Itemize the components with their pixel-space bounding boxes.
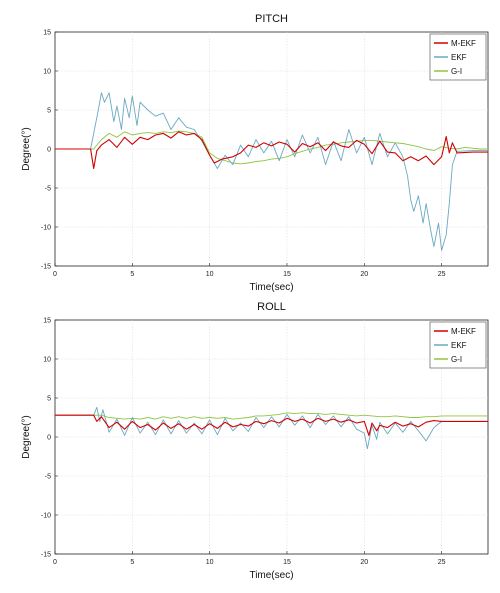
x-tick-label: 15 (283, 559, 291, 566)
x-axis-label: Time(sec) (249, 282, 293, 293)
legend-item-g-i: G-I (434, 67, 462, 76)
legend-label: M-EKF (451, 39, 476, 48)
y-tick-label: 0 (47, 435, 51, 442)
legend-label: EKF (451, 53, 467, 62)
x-tick-label: 10 (206, 271, 214, 278)
legend-label: G-I (451, 67, 462, 76)
y-axis-label: Degree(°) (21, 415, 32, 458)
y-tick-label: 10 (43, 69, 51, 76)
series-line-m-ekf (55, 131, 488, 170)
x-tick-label: 0 (53, 271, 57, 278)
x-tick-label: 25 (438, 271, 446, 278)
y-axis-label: Degree(°) (21, 127, 32, 170)
series-line-g-i (55, 412, 488, 420)
legend-item-ekf: EKF (434, 53, 467, 62)
y-tick-labels: 15 10 5 0 -5 -10 -15 (41, 30, 51, 271)
series-lines (55, 406, 488, 450)
y-tick-label: 15 (43, 318, 51, 325)
legend-label: G-I (451, 355, 462, 364)
x-tick-label: 10 (206, 559, 214, 566)
legend-item-m-ekf: M-EKF (434, 327, 476, 336)
x-tick-label: 5 (130, 271, 134, 278)
x-tick-label: 0 (53, 559, 57, 566)
y-tick-label: -15 (41, 264, 51, 271)
y-tick-label: 5 (47, 108, 51, 115)
y-tick-label: 10 (43, 357, 51, 364)
roll-chart: ROLL 15 10 5 0 -5 -10 -15 0 5 10 15 20 25 Time(sec)… (21, 301, 489, 581)
y-tick-label: -5 (45, 186, 51, 193)
y-tick-label: 5 (47, 396, 51, 403)
y-tick-labels: 15 10 5 0 -5 -10 -15 (41, 318, 51, 559)
legend: M-EKF EKF G-I (429, 321, 487, 369)
series-line-ekf (55, 92, 488, 251)
x-tick-label: 20 (360, 271, 368, 278)
y-tick-label: 0 (47, 147, 51, 154)
y-tick-label: -15 (41, 552, 51, 559)
legend-item-ekf: EKF (434, 341, 467, 350)
x-tick-labels: 0 5 10 15 20 25 (53, 559, 446, 566)
grid-lines (54, 31, 488, 267)
grid-lines (54, 319, 488, 555)
chart-title: ROLL (257, 301, 286, 313)
series-lines (55, 92, 488, 251)
y-tick-label: -10 (41, 513, 51, 520)
series-line-g-i (55, 130, 488, 165)
pitch-chart: PITCH 15 10 5 0 -5 -10 -15 0 5 10 15 20 25 Time(sec… (21, 13, 489, 293)
x-axis-label: Time(sec) (249, 570, 293, 581)
y-tick-label: -5 (45, 474, 51, 481)
x-tick-label: 15 (283, 271, 291, 278)
x-tick-label: 5 (130, 559, 134, 566)
chart-title: PITCH (255, 13, 288, 25)
x-tick-label: 20 (360, 559, 368, 566)
series-line-m-ekf (55, 414, 488, 436)
legend-item-g-i: G-I (434, 355, 462, 364)
x-tick-label: 25 (438, 559, 446, 566)
y-tick-label: 15 (43, 30, 51, 37)
y-tick-label: -10 (41, 225, 51, 232)
legend: M-EKF EKF G-I (429, 33, 487, 81)
x-tick-labels: 0 5 10 15 20 25 (53, 271, 446, 278)
legend-label: M-EKF (451, 327, 476, 336)
legend-label: EKF (451, 341, 467, 350)
legend-item-m-ekf: M-EKF (434, 39, 476, 48)
